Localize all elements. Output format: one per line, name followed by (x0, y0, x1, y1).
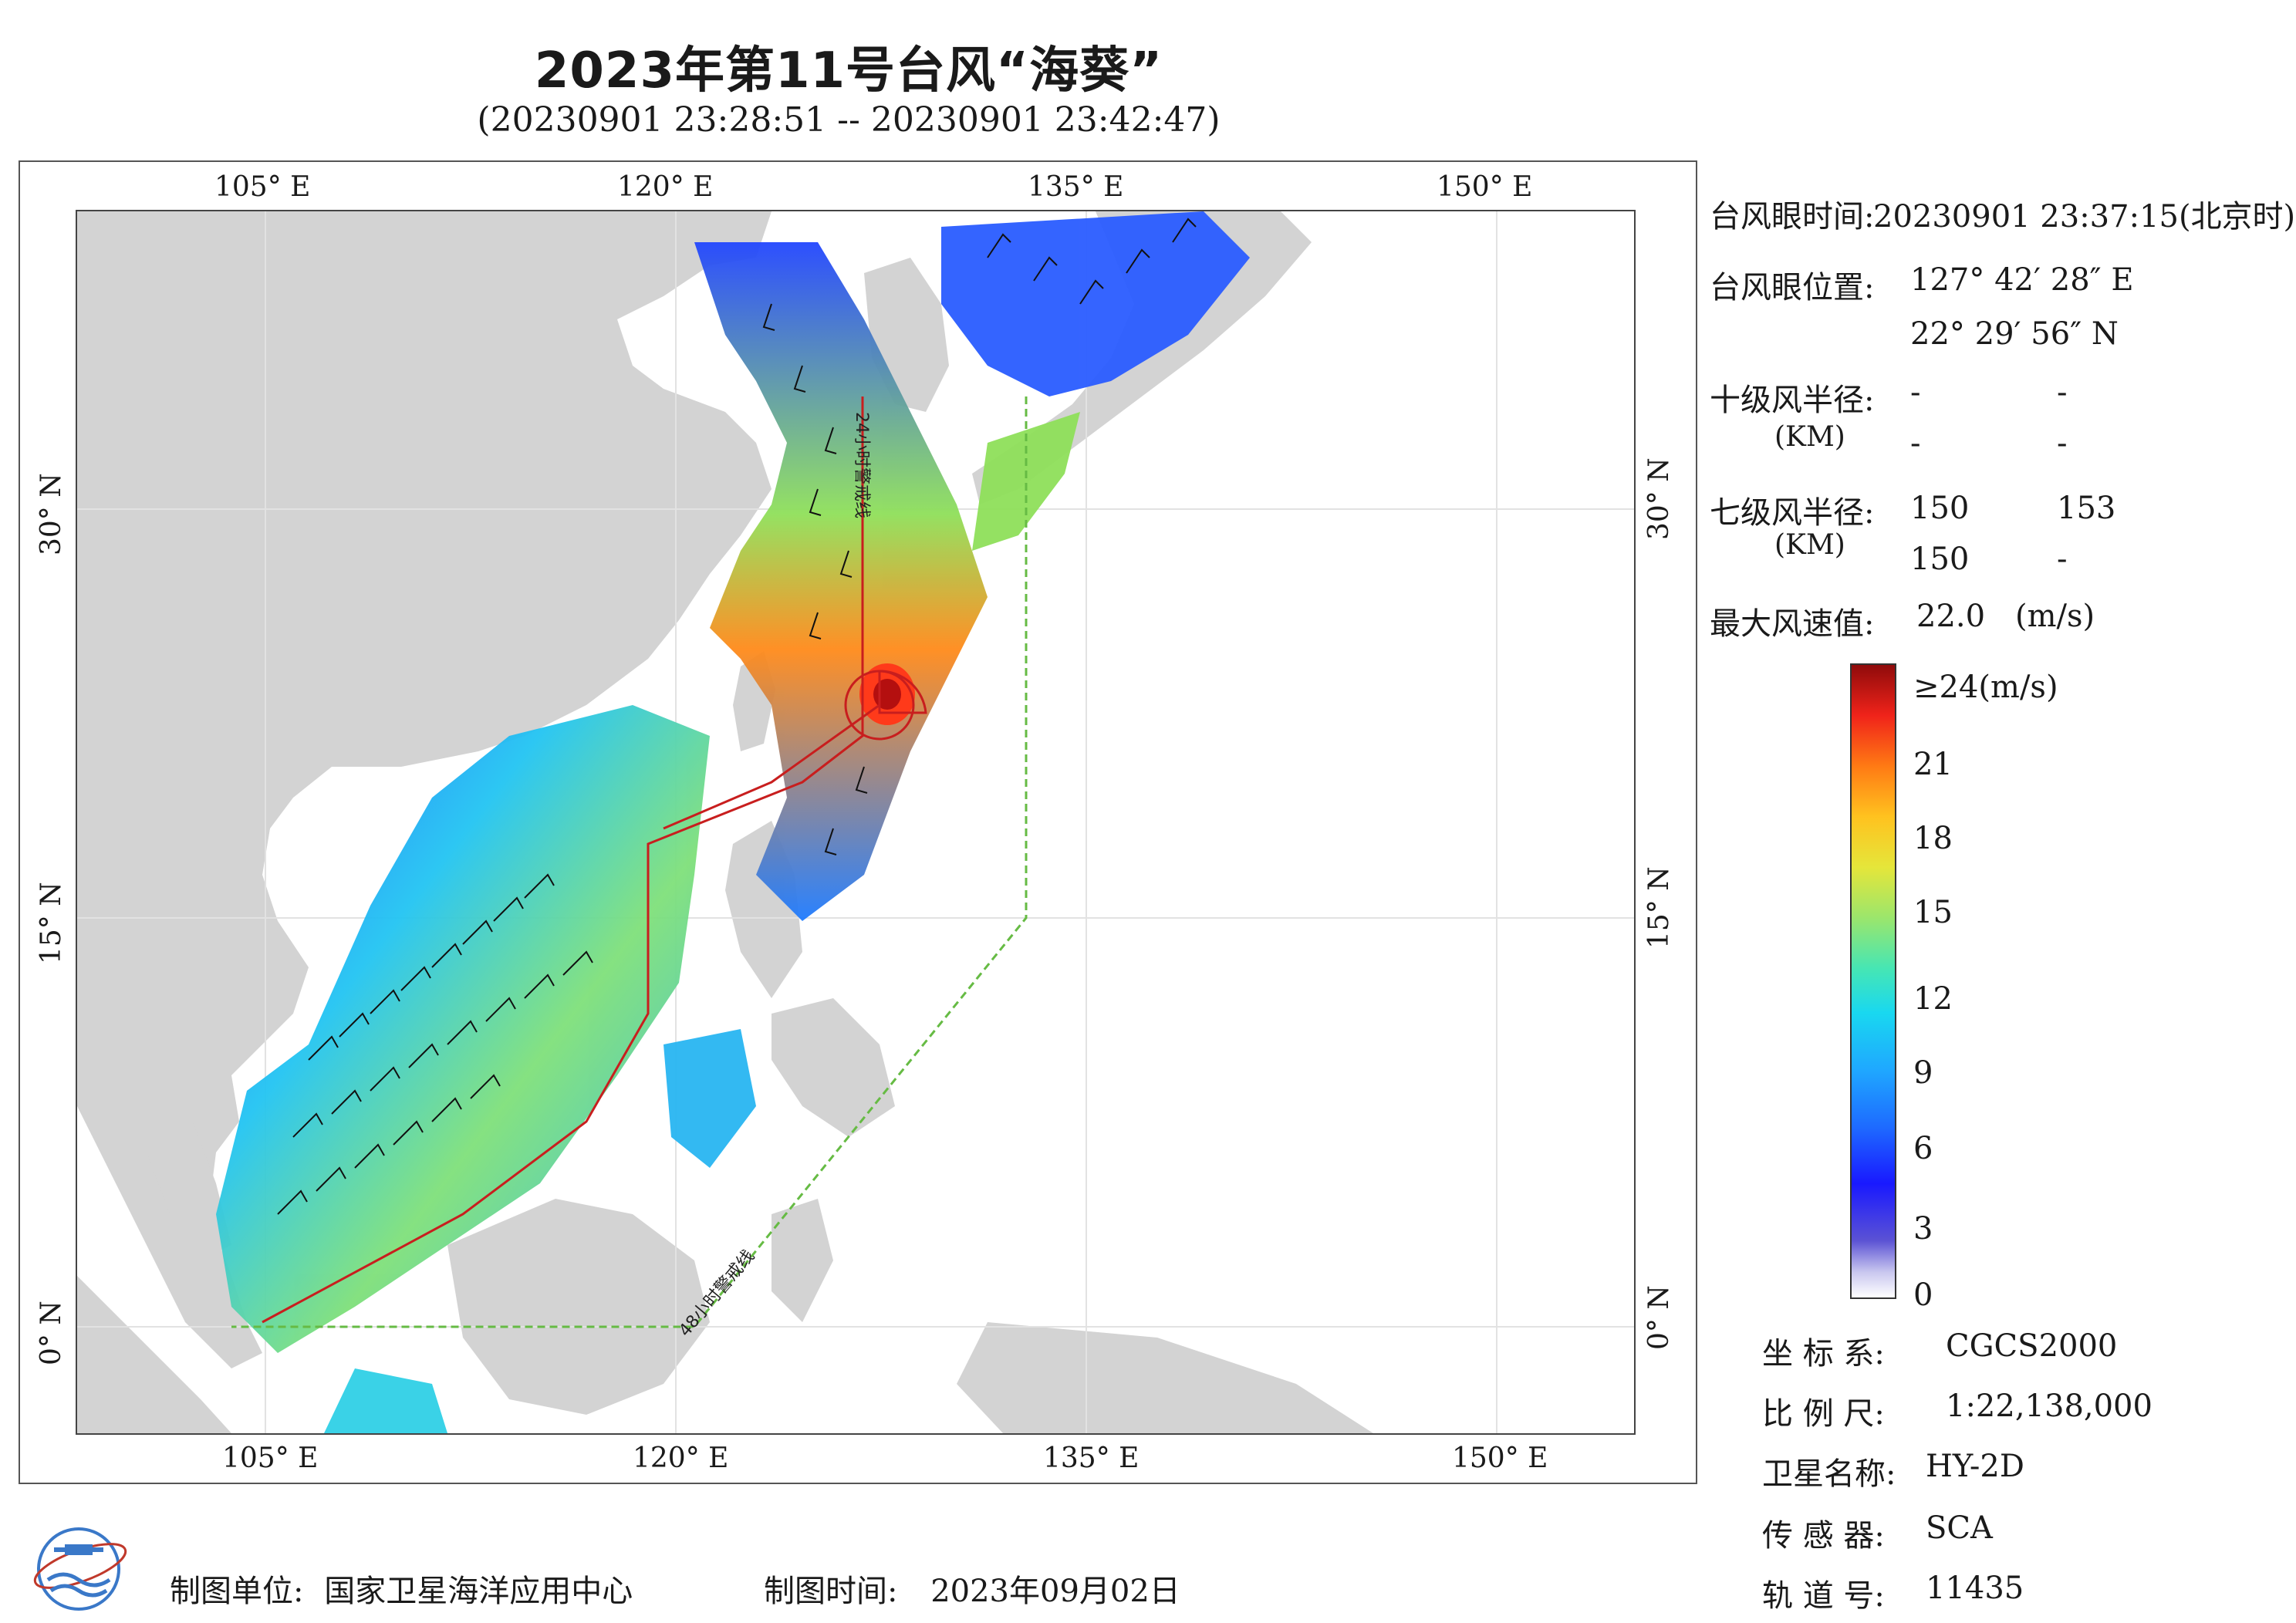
r10-value: - (2057, 426, 2068, 461)
bottom-lon-label: 135° E (1043, 1442, 1140, 1474)
max-wind-unit: (m/s) (2015, 599, 2095, 634)
sumatra (77, 1276, 231, 1433)
top-lon-label: 105° E (214, 171, 311, 203)
colorbar-tick: 18 (1913, 821, 1953, 856)
r7-value: 153 (2057, 491, 2116, 526)
eye-lon-value: 127° 42′ 28″ E (1910, 262, 2134, 298)
top-lon-label: 150° E (1437, 171, 1533, 203)
sensor-label: 传 感 器: (1762, 1518, 1885, 1554)
bottom-lon-label: 120° E (633, 1442, 729, 1474)
r7-value: 150 (1910, 542, 1970, 577)
left-lat-label: 30° N (35, 473, 67, 555)
right-lat-label: 0° N (1643, 1285, 1675, 1350)
r10-value: - (2057, 375, 2068, 410)
swath-east-japan (972, 412, 1080, 551)
bottom-lon-label: 105° E (222, 1442, 319, 1474)
colorbar-top-label: ≥24(m/s) (1913, 670, 2058, 705)
colorbar-tick: 21 (1913, 747, 1953, 782)
wind-speed-colorbar (1850, 663, 1896, 1299)
swath-south-borneo (324, 1368, 447, 1433)
r7-quadrant (878, 670, 927, 714)
land-layer (77, 211, 1373, 1433)
eye-time-label: 台风眼时间: (1710, 199, 1875, 235)
mainland-asia (77, 211, 772, 1368)
swath-sulu (663, 1029, 756, 1168)
footer-time: 制图时间: 2023年09月02日 (764, 1566, 1180, 1611)
top-lon-label: 135° E (1028, 171, 1124, 203)
warning-line-48h (231, 396, 1028, 1328)
crs-label: 坐 标 系: (1762, 1336, 1885, 1372)
wind-field-map: 24小时警戒线 48小时警戒线 (76, 210, 1636, 1435)
warning-24h-label: 24小时警戒线 (852, 412, 871, 518)
borneo (447, 1199, 710, 1415)
philippines-south (772, 998, 895, 1137)
scale-value: 1:22,138,000 (1946, 1388, 2152, 1424)
map-title: 2023年第11号台风“海葵” (534, 42, 1163, 100)
max-wind-label: 最大风速值: (1710, 606, 1875, 642)
left-lat-label: 15° N (35, 882, 67, 964)
r7-unit: (KM) (1774, 529, 1845, 561)
nsoas-logo-icon (33, 1527, 127, 1611)
colorbar-tick: 15 (1913, 895, 1953, 930)
swath-japan-sea (941, 211, 1250, 396)
swath-east-china-sea (694, 242, 988, 921)
wind-barbs (277, 218, 1197, 1215)
sulawesi (772, 1199, 833, 1322)
satellite-label: 卫星名称: (1762, 1456, 1896, 1492)
orbit-label: 轨 道 号: (1762, 1578, 1885, 1614)
r7-value: - (2057, 542, 2068, 577)
r10-unit: (KM) (1774, 421, 1845, 453)
footer-unit-value: 国家卫星海洋应用中心 (324, 1574, 633, 1609)
eye-position-label: 台风眼位置: (1710, 270, 1875, 305)
scale-label: 比 例 尺: (1762, 1396, 1885, 1432)
bottom-lon-label: 150° E (1452, 1442, 1548, 1474)
max-wind-value: 22.0 (1916, 599, 1986, 634)
colorbar-tick: 9 (1913, 1055, 1933, 1091)
typhoon-track (663, 704, 880, 830)
new-guinea (957, 1322, 1373, 1433)
r10-label: 十级风半径: (1710, 383, 1875, 418)
footer-unit-label: 制图单位: (170, 1574, 304, 1609)
warning-line-24h (262, 396, 864, 1324)
footer-unit: 制图单位: 国家卫星海洋应用中心 (170, 1566, 633, 1611)
r7-label: 七级风半径: (1710, 495, 1875, 531)
footer-time-label: 制图时间: (764, 1574, 898, 1609)
right-lat-label: 30° N (1643, 457, 1675, 540)
left-lat-label: 0° N (35, 1301, 67, 1365)
map-subtitle: (20230901 23:28:51 -- 20230901 23:42:47) (477, 100, 1221, 140)
colorbar-tick: 0 (1913, 1277, 1933, 1313)
malay-peninsula (147, 1091, 231, 1260)
eye-time-value: 20230901 23:37:15(北京时) (1873, 199, 2296, 235)
colorbar-tick: 3 (1913, 1211, 1933, 1247)
colorbar-tick: 12 (1913, 981, 1953, 1017)
eye-lat-value: 22° 29′ 56″ N (1910, 316, 2119, 352)
crs-value: CGCS2000 (1946, 1328, 2118, 1364)
orbit-value: 11435 (1926, 1571, 2024, 1606)
top-lon-label: 120° E (617, 171, 714, 203)
r7-value: 150 (1910, 491, 1970, 526)
colorbar-tick: 6 (1913, 1131, 1933, 1166)
r10-value: - (1910, 375, 1921, 410)
footer-time-value: 2023年09月02日 (930, 1574, 1180, 1609)
satellite-value: HY-2D (1926, 1449, 2024, 1484)
map-svg: 24小时警戒线 48小时警戒线 (77, 211, 1634, 1433)
sensor-value: SCA (1926, 1510, 1993, 1546)
right-lat-label: 15° N (1643, 866, 1675, 949)
r10-value: - (1910, 426, 1921, 461)
